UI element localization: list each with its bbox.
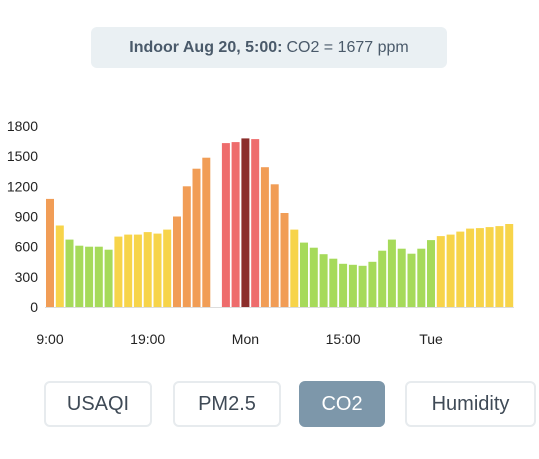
bar [378,250,387,307]
x-tick-label: Mon [232,331,259,347]
bar [446,234,455,307]
bar [65,239,74,307]
bar [182,186,191,307]
y-tick-label: 900 [15,209,39,225]
bar [270,184,279,307]
bar [55,225,64,307]
bar [309,247,318,307]
bar [75,245,84,307]
tab-usaqi[interactable]: USAQI [44,381,152,427]
y-tick-label: 300 [15,269,39,285]
y-tick-label: 1500 [7,148,38,164]
bar [231,142,240,307]
bar [348,264,357,307]
bar [387,239,396,307]
bar [397,248,406,307]
bar [173,216,181,307]
bar [456,231,465,307]
bar [427,240,435,307]
bar [94,246,103,307]
bar [202,157,211,307]
y-tick-label: 1800 [7,118,38,134]
bar [300,242,308,307]
bar [163,229,172,307]
bar [260,167,269,307]
chart-tooltip: Indoor Aug 20, 5:00: CO2 = 1677 ppm [91,27,447,68]
tab-pm25[interactable]: PM2.5 [173,381,281,427]
bar [466,228,475,307]
bar [417,248,426,307]
bar [241,138,250,307]
bar [290,229,299,307]
bar [114,236,123,307]
x-tick-label: Tue [419,331,443,347]
bar [46,198,54,307]
tooltip-label: Indoor Aug 20, 5:00: [129,38,283,56]
bar [339,263,348,307]
bar [368,261,377,308]
bar [407,253,416,307]
co2-bar-chart: 0 300 600 900 1200 1500 1800 9:00 19:00 Mon 15:00 T… [7,118,514,347]
bar [143,232,152,307]
bar [319,254,328,307]
y-tick-label: 1200 [7,178,38,194]
x-tick-label: 15:00 [326,331,361,347]
bar [505,224,514,307]
bar [436,236,445,307]
bar [475,228,484,307]
metric-tabs: USAQI PM2.5 CO2 Humidity [44,381,539,427]
bar [133,234,142,307]
x-tick-label: 9:00 [36,331,63,347]
bar [124,234,133,307]
bar [358,265,367,307]
y-tick-label: 0 [30,299,38,315]
bar [329,258,338,307]
x-tick-label: 19:00 [130,331,165,347]
bar [221,143,230,307]
bar [85,246,94,307]
y-tick-label: 600 [15,239,39,255]
bar [495,226,504,307]
tab-humidity[interactable]: Humidity [405,381,536,427]
bar [485,227,494,307]
bar [251,139,260,307]
bar [192,168,201,307]
tab-co2[interactable]: CO2 [299,381,385,427]
tooltip-value: CO2 = 1677 ppm [286,38,409,56]
bar [153,233,162,307]
bar [280,213,289,307]
bar [104,249,113,307]
